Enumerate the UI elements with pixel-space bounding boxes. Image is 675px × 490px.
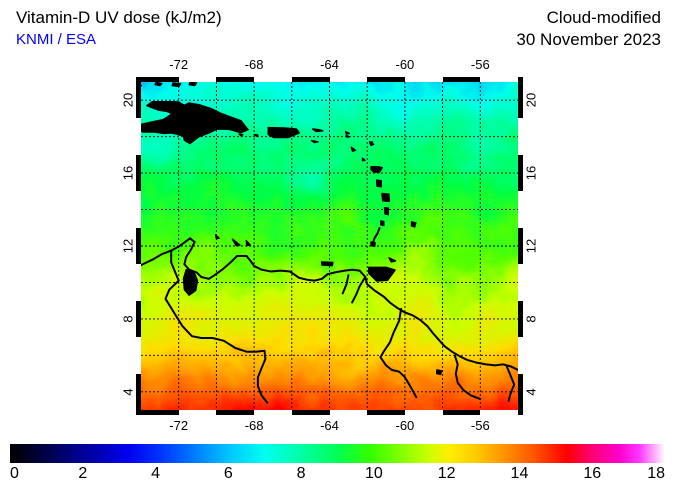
plot-frame xyxy=(136,77,523,415)
axis-tick-left: 20 xyxy=(120,92,136,108)
product-type-label: Cloud-modified xyxy=(546,8,661,27)
frame-tick-left xyxy=(136,264,141,301)
frame-tick-left xyxy=(136,337,141,374)
colorbar-tick-label: 6 xyxy=(223,465,233,482)
axis-tick-left: 8 xyxy=(120,315,136,323)
frame-tick-bottom xyxy=(178,410,217,415)
axis-tick-bottom: -64 xyxy=(320,418,339,433)
axis-tick-right: 8 xyxy=(523,315,539,323)
axis-tick-right: 12 xyxy=(523,238,539,254)
colorbar-tick-label: 8 xyxy=(296,465,306,482)
frame-tick-right xyxy=(518,118,523,155)
frame-tick-bottom xyxy=(329,410,368,415)
axis-tick-left: 4 xyxy=(120,388,136,396)
colorbar: 0 2 4 6 8 10 12 14 16 18 xyxy=(10,444,665,488)
axis-tick-top: -60 xyxy=(395,57,415,72)
axis-tick-right: 4 xyxy=(523,388,539,396)
page-title: Vitamin-D UV dose (kJ/m2) xyxy=(16,8,222,27)
frame-tick-right xyxy=(518,191,523,228)
frame-tick-top xyxy=(480,77,518,82)
colorbar-tick-label: 10 xyxy=(364,465,383,482)
date-label: 30 November 2023 xyxy=(516,30,661,49)
axis-tick-top: -64 xyxy=(320,57,339,72)
axis-tick-bottom: -68 xyxy=(244,418,264,433)
colorbar-tick-label: 2 xyxy=(78,465,88,482)
axis-tick-top: -68 xyxy=(244,57,264,72)
axis-tick-top: -72 xyxy=(169,57,189,72)
axis-tick-left: 16 xyxy=(120,165,136,181)
header: Vitamin-D UV dose (kJ/m2) KNMI / ESA Clo… xyxy=(0,0,675,62)
axis-tick-bottom: -60 xyxy=(395,418,415,433)
frame-tick-top xyxy=(404,77,443,82)
frame-tick-bottom xyxy=(404,410,443,415)
axis-tick-right: 20 xyxy=(523,92,539,108)
colorbar-tick-label: 12 xyxy=(437,465,456,482)
axis-tick-right: 16 xyxy=(523,165,539,181)
frame-tick-top xyxy=(254,77,292,82)
frame-tick-left xyxy=(136,118,141,155)
colorbar-tick-label: 0 xyxy=(10,465,19,482)
colorbar-tick-label: 16 xyxy=(583,465,602,482)
axis-tick-bottom: -56 xyxy=(470,418,490,433)
frame-tick-left xyxy=(136,191,141,228)
axis-tick-left: 12 xyxy=(120,238,136,254)
frame-tick-top xyxy=(329,77,368,82)
frame-tick-right xyxy=(518,264,523,301)
axis-tick-top: -56 xyxy=(470,57,490,72)
axis-tick-bottom: -72 xyxy=(169,418,189,433)
colorbar-tick-label: 14 xyxy=(510,465,529,482)
map-plot xyxy=(136,77,523,415)
colorbar-tick-label: 18 xyxy=(647,465,665,482)
credit-label: KNMI / ESA xyxy=(16,31,97,48)
frame-tick-right xyxy=(518,337,523,374)
colorbar-gradient xyxy=(10,444,665,463)
frame-tick-bottom xyxy=(480,410,518,415)
frame-tick-bottom xyxy=(254,410,292,415)
frame-tick-top xyxy=(178,77,217,82)
colorbar-tick-label: 4 xyxy=(151,465,160,482)
